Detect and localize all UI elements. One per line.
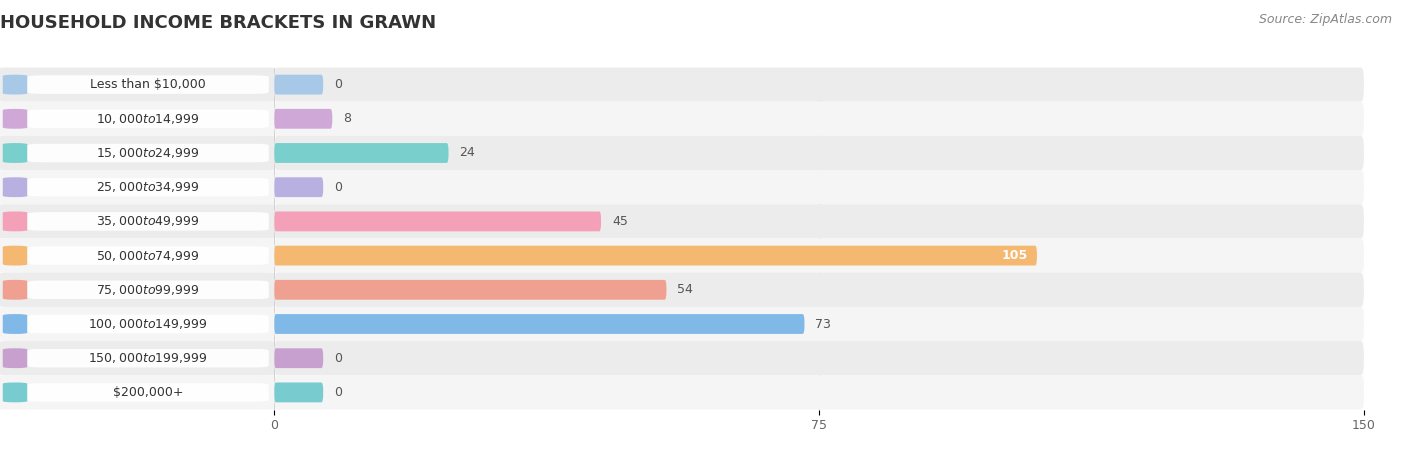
Text: 0: 0 xyxy=(335,352,342,365)
FancyBboxPatch shape xyxy=(0,102,274,136)
FancyBboxPatch shape xyxy=(274,314,804,334)
FancyBboxPatch shape xyxy=(3,75,28,94)
FancyBboxPatch shape xyxy=(274,273,1364,307)
Text: Source: ZipAtlas.com: Source: ZipAtlas.com xyxy=(1258,14,1392,27)
FancyBboxPatch shape xyxy=(0,341,274,375)
Text: 0: 0 xyxy=(335,78,342,91)
FancyBboxPatch shape xyxy=(274,109,332,129)
FancyBboxPatch shape xyxy=(0,273,274,307)
FancyBboxPatch shape xyxy=(274,341,1364,375)
FancyBboxPatch shape xyxy=(0,68,274,102)
FancyBboxPatch shape xyxy=(0,170,274,204)
FancyBboxPatch shape xyxy=(3,143,28,163)
FancyBboxPatch shape xyxy=(28,144,269,162)
Text: $200,000+: $200,000+ xyxy=(112,386,183,399)
FancyBboxPatch shape xyxy=(3,382,28,402)
FancyBboxPatch shape xyxy=(274,382,323,402)
FancyBboxPatch shape xyxy=(274,102,1364,136)
FancyBboxPatch shape xyxy=(274,348,323,368)
Text: 0: 0 xyxy=(335,386,342,399)
FancyBboxPatch shape xyxy=(274,246,1038,266)
Text: $15,000 to $24,999: $15,000 to $24,999 xyxy=(96,146,200,160)
Text: $35,000 to $49,999: $35,000 to $49,999 xyxy=(96,214,200,229)
FancyBboxPatch shape xyxy=(28,212,269,231)
Text: 45: 45 xyxy=(612,215,628,228)
FancyBboxPatch shape xyxy=(28,75,269,94)
FancyBboxPatch shape xyxy=(28,315,269,333)
FancyBboxPatch shape xyxy=(274,170,1364,204)
Text: Less than $10,000: Less than $10,000 xyxy=(90,78,205,91)
FancyBboxPatch shape xyxy=(274,375,1364,410)
FancyBboxPatch shape xyxy=(274,136,1364,170)
Text: $150,000 to $199,999: $150,000 to $199,999 xyxy=(89,351,208,365)
FancyBboxPatch shape xyxy=(3,212,28,231)
FancyBboxPatch shape xyxy=(0,238,274,273)
FancyBboxPatch shape xyxy=(274,204,1364,238)
FancyBboxPatch shape xyxy=(3,280,28,300)
FancyBboxPatch shape xyxy=(274,68,1364,102)
FancyBboxPatch shape xyxy=(274,307,1364,341)
FancyBboxPatch shape xyxy=(274,177,323,197)
Text: 24: 24 xyxy=(460,147,475,159)
Text: $25,000 to $34,999: $25,000 to $34,999 xyxy=(96,180,200,194)
Text: $100,000 to $149,999: $100,000 to $149,999 xyxy=(89,317,208,331)
Text: $75,000 to $99,999: $75,000 to $99,999 xyxy=(96,283,200,297)
FancyBboxPatch shape xyxy=(0,307,274,341)
Text: $10,000 to $14,999: $10,000 to $14,999 xyxy=(96,112,200,126)
Text: 105: 105 xyxy=(1002,249,1028,262)
FancyBboxPatch shape xyxy=(3,109,28,129)
FancyBboxPatch shape xyxy=(274,75,323,94)
FancyBboxPatch shape xyxy=(28,349,269,368)
Text: HOUSEHOLD INCOME BRACKETS IN GRAWN: HOUSEHOLD INCOME BRACKETS IN GRAWN xyxy=(0,14,436,32)
FancyBboxPatch shape xyxy=(3,348,28,368)
Text: 8: 8 xyxy=(343,112,352,125)
FancyBboxPatch shape xyxy=(28,178,269,197)
FancyBboxPatch shape xyxy=(274,280,666,300)
FancyBboxPatch shape xyxy=(28,280,269,299)
FancyBboxPatch shape xyxy=(274,212,602,231)
FancyBboxPatch shape xyxy=(3,177,28,197)
FancyBboxPatch shape xyxy=(3,246,28,266)
FancyBboxPatch shape xyxy=(274,143,449,163)
Text: 73: 73 xyxy=(815,318,831,330)
Text: 54: 54 xyxy=(678,284,693,296)
FancyBboxPatch shape xyxy=(274,238,1364,273)
FancyBboxPatch shape xyxy=(3,314,28,334)
FancyBboxPatch shape xyxy=(28,383,269,402)
FancyBboxPatch shape xyxy=(28,246,269,265)
Text: $50,000 to $74,999: $50,000 to $74,999 xyxy=(96,248,200,263)
FancyBboxPatch shape xyxy=(28,109,269,128)
FancyBboxPatch shape xyxy=(0,204,274,238)
Text: 0: 0 xyxy=(335,181,342,194)
FancyBboxPatch shape xyxy=(0,375,274,410)
FancyBboxPatch shape xyxy=(0,136,274,170)
